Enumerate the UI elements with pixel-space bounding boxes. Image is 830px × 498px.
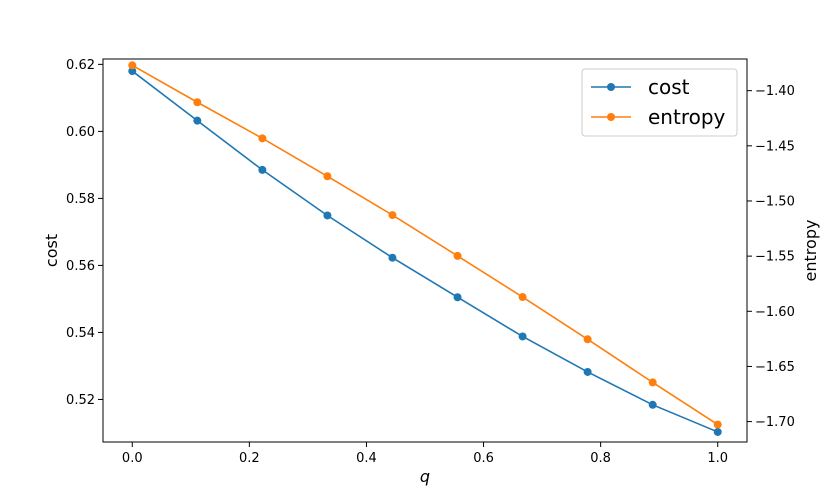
- data-point-entropy: [713, 420, 722, 429]
- y-tick-label-left: 0.58: [66, 192, 95, 207]
- data-point-entropy: [323, 172, 332, 181]
- y-tick-label-right: −1.45: [755, 139, 795, 154]
- legend-label: cost: [648, 75, 690, 99]
- data-point-cost: [713, 427, 722, 436]
- data-point-entropy: [388, 211, 397, 220]
- y-tick-label-right: −1.60: [755, 305, 795, 320]
- data-point-entropy: [193, 98, 202, 107]
- y-axis-right: −1.70 −1.65 −1.60 −1.55 −1.50 −1.45 −1.40: [747, 84, 795, 430]
- series-line-entropy: [131, 64, 719, 426]
- data-point-entropy: [583, 335, 592, 344]
- x-axis-label: q: [420, 467, 430, 486]
- data-point-cost: [583, 367, 592, 376]
- x-tick-label: 1.0: [707, 451, 728, 466]
- series-layer: [128, 61, 722, 436]
- legend-swatch-marker: [607, 113, 615, 121]
- y-axis-left: 0.52 0.54 0.56 0.58 0.60 0.62: [66, 58, 103, 408]
- legend-swatch-marker: [607, 83, 615, 91]
- data-point-entropy: [518, 293, 527, 302]
- legend-box: [581, 68, 738, 137]
- data-point-cost: [128, 67, 137, 76]
- legend: cost entropy: [581, 68, 738, 137]
- y-tick-label-left: 0.62: [66, 58, 95, 73]
- plot-frame: [102, 58, 748, 443]
- y-tick-label-right: −1.40: [755, 84, 795, 99]
- data-point-entropy: [648, 378, 657, 387]
- data-point-cost: [388, 253, 397, 262]
- data-point-entropy: [128, 61, 137, 70]
- data-point-cost: [193, 116, 202, 125]
- data-point-cost: [453, 293, 462, 302]
- y-tick-label-left: 0.56: [66, 259, 95, 274]
- x-tick-label: 0.4: [356, 451, 377, 466]
- y-axis-label-left: cost: [42, 234, 61, 267]
- y-tick-label-left: 0.54: [66, 326, 95, 341]
- data-point-cost: [648, 400, 657, 409]
- y-tick-label-left: 0.60: [66, 125, 95, 140]
- data-point-entropy: [258, 134, 267, 143]
- y-tick-label-left: 0.52: [66, 393, 95, 408]
- x-tick-label: 0.2: [239, 451, 260, 466]
- data-point-cost: [258, 165, 267, 174]
- y-tick-label-right: −1.50: [755, 194, 795, 209]
- y-tick-label-right: −1.70: [755, 415, 795, 430]
- x-tick-label: 0.6: [473, 451, 494, 466]
- series-line-cost: [131, 70, 719, 433]
- y-tick-label-right: −1.65: [755, 360, 795, 375]
- data-point-cost: [518, 332, 527, 341]
- data-point-cost: [323, 211, 332, 220]
- legend-label: entropy: [648, 105, 726, 129]
- x-axis: 0.0 0.2 0.4 0.6 0.8 1.0: [122, 442, 728, 466]
- x-tick-label: 0.8: [590, 451, 611, 466]
- x-tick-label: 0.0: [122, 451, 143, 466]
- y-tick-label-right: −1.55: [755, 250, 795, 265]
- y-axis-label-right: entropy: [801, 220, 820, 282]
- data-point-entropy: [453, 251, 462, 260]
